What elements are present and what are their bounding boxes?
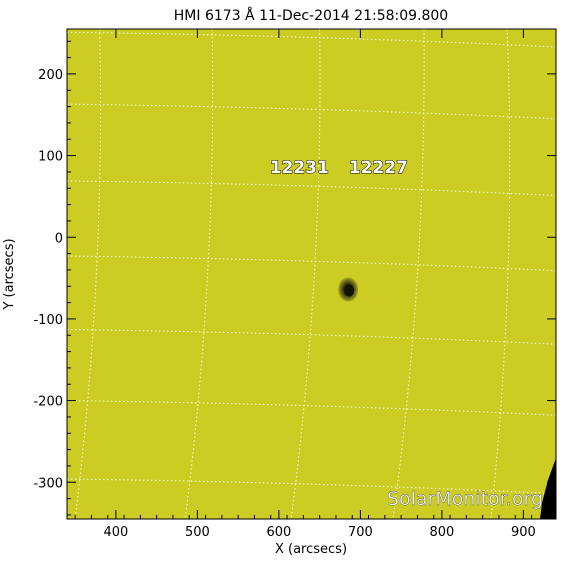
x-tick-label: 500 xyxy=(185,525,210,540)
solar-disk-image xyxy=(67,29,556,519)
y-tick-label: -100 xyxy=(33,313,63,328)
y-tick-label: 0 xyxy=(55,231,63,246)
x-tick-label: 400 xyxy=(103,525,128,540)
grid-latitude-line xyxy=(67,103,556,120)
x-tick-label: 600 xyxy=(266,525,291,540)
grid-latitude-line xyxy=(67,31,556,48)
grid-longitude-line xyxy=(392,29,425,519)
grid-latitude-line xyxy=(67,328,556,345)
region-labels: 12231 12227 xyxy=(269,158,408,179)
x-tick-label: 900 xyxy=(511,525,536,540)
heliographic-grid xyxy=(67,29,556,519)
y-tick-label: 200 xyxy=(38,68,63,83)
y-axis-label: Y (arcsecs) xyxy=(2,238,17,310)
chart-title: HMI 6173 Å 11-Dec-2014 21:58:09.800 xyxy=(174,7,448,24)
solarmonitor-watermark: SolarMonitor.org xyxy=(387,488,543,510)
y-tick-label: -200 xyxy=(33,395,63,410)
grid-latitude-line xyxy=(67,180,556,197)
off-disk-region xyxy=(540,458,556,519)
x-axis: 400 500 600 700 800 900 xyxy=(74,29,549,540)
region-label: 12227 xyxy=(349,158,408,178)
y-axis: -300 -200 -100 0 100 200 xyxy=(33,40,556,516)
sunspot-umbra xyxy=(344,284,355,297)
x-axis-label: X (arcsecs) xyxy=(275,542,347,557)
grid-longitude-line xyxy=(290,29,321,519)
grid-latitude-line xyxy=(67,478,556,495)
grid-longitude-line xyxy=(74,29,102,519)
region-label: 12231 xyxy=(270,158,329,178)
x-tick-label: 700 xyxy=(348,525,373,540)
grid-latitude-line xyxy=(67,400,556,416)
plot-frame xyxy=(66,28,557,520)
y-tick-label: -300 xyxy=(33,476,63,491)
grid-longitude-line xyxy=(490,29,511,519)
grid-longitude-line xyxy=(184,29,214,519)
x-tick-label: 800 xyxy=(429,525,454,540)
y-tick-label: 100 xyxy=(38,150,63,165)
